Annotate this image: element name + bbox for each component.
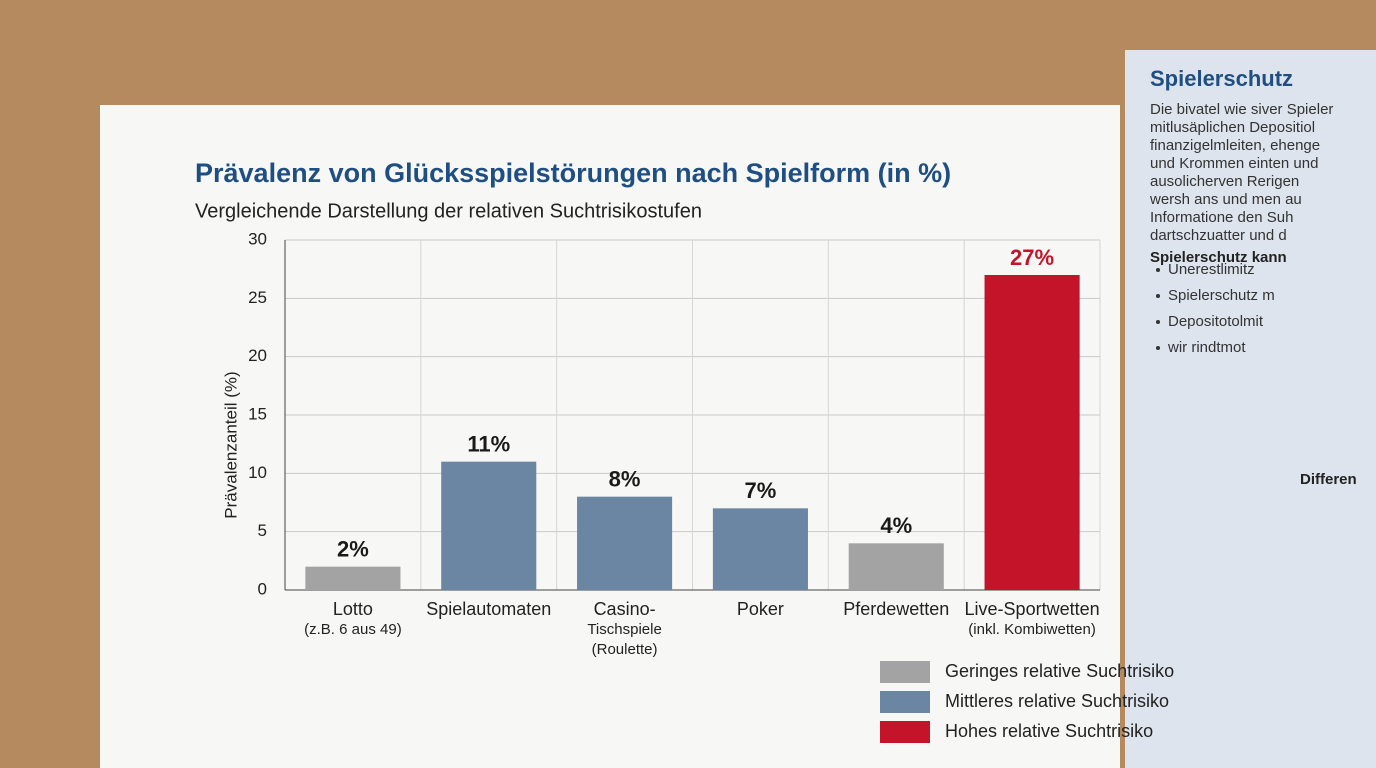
bullet-dot [1156, 346, 1160, 350]
x-tick-label: Tischspiele [587, 621, 661, 638]
legend-swatch [880, 661, 930, 683]
sidebar-bullet: Spielerschutz m [1168, 287, 1275, 304]
sidebar-bullet: wir rindtmot [1167, 339, 1246, 356]
y-tick-label: 20 [248, 346, 267, 365]
legend-label: Hohes relative Suchtrisiko [945, 721, 1153, 741]
sidebar-text: Die bivatel wie siver Spieler [1150, 101, 1333, 118]
legend-label: Mittleres relative Suchtrisiko [945, 691, 1169, 711]
bar [441, 461, 537, 590]
sidebar-subtitle: Spielerschutz kann [1150, 249, 1287, 266]
bar [848, 543, 944, 590]
bar [712, 508, 808, 590]
sidebar-text: Informatione den Suh [1150, 209, 1293, 226]
legend-swatch [880, 691, 930, 713]
sidebar-bullet: Depositotolmit [1168, 313, 1264, 330]
y-tick-label: 0 [258, 579, 267, 598]
value-label: 4% [880, 513, 912, 538]
bullet-dot [1156, 320, 1160, 324]
x-tick-label: Lotto [333, 599, 373, 619]
sidebar-text: und Krommen einten und [1150, 155, 1318, 172]
value-label: 8% [609, 466, 641, 491]
bullet-dot [1156, 268, 1160, 272]
sidebar-text: finanzigelmleiten, ehenge [1150, 137, 1320, 154]
value-label: 7% [745, 478, 777, 503]
x-tick-label: Spielautomaten [426, 599, 551, 619]
value-label: 11% [467, 431, 510, 456]
x-tick-label: (z.B. 6 aus 49) [304, 621, 402, 638]
value-label: 27% [1010, 245, 1054, 270]
y-tick-label: 10 [248, 463, 267, 482]
sidebar-text: dartschzuatter und d [1150, 227, 1287, 244]
bar [305, 566, 401, 590]
y-tick-label: 15 [248, 404, 267, 423]
y-tick-label: 30 [248, 229, 267, 248]
chart-subtitle: Vergleichende Darstellung der relativen … [195, 200, 702, 222]
sidebar-panel [1125, 50, 1376, 768]
x-tick-label: (inkl. Kombiwetten) [968, 621, 1096, 638]
x-tick-label: Poker [737, 599, 784, 619]
bar [984, 275, 1080, 590]
sidebar-text: wersh ans und men au [1149, 191, 1302, 208]
sidebar-title: Spielerschutz [1150, 66, 1293, 91]
legend-swatch [880, 721, 930, 743]
legend-label: Geringes relative Suchtrisiko [945, 661, 1174, 681]
x-tick-label: (Roulette) [592, 641, 658, 658]
y-axis-label: Prävalenzanteil (%) [221, 371, 240, 518]
bullet-dot [1156, 294, 1160, 298]
x-tick-label: Live-Sportwetten [965, 599, 1100, 619]
sidebar-text: ausolicherven Rerigen [1150, 173, 1299, 190]
y-tick-label: 5 [258, 521, 267, 540]
sidebar-text: mitlusäplichen Depositiol [1150, 119, 1315, 136]
chart-title: Prävalenz von Glücksspielstörungen nach … [195, 158, 951, 188]
x-tick-label: Casino- [594, 599, 656, 619]
x-tick-label: Pferdewetten [843, 599, 949, 619]
paper [100, 105, 1120, 768]
bar [577, 496, 673, 590]
y-tick-label: 25 [248, 288, 267, 307]
value-label: 2% [337, 536, 369, 561]
sidebar-bullet: Unerestlimitz [1168, 261, 1255, 278]
sidebar-section: Differen [1300, 471, 1357, 488]
